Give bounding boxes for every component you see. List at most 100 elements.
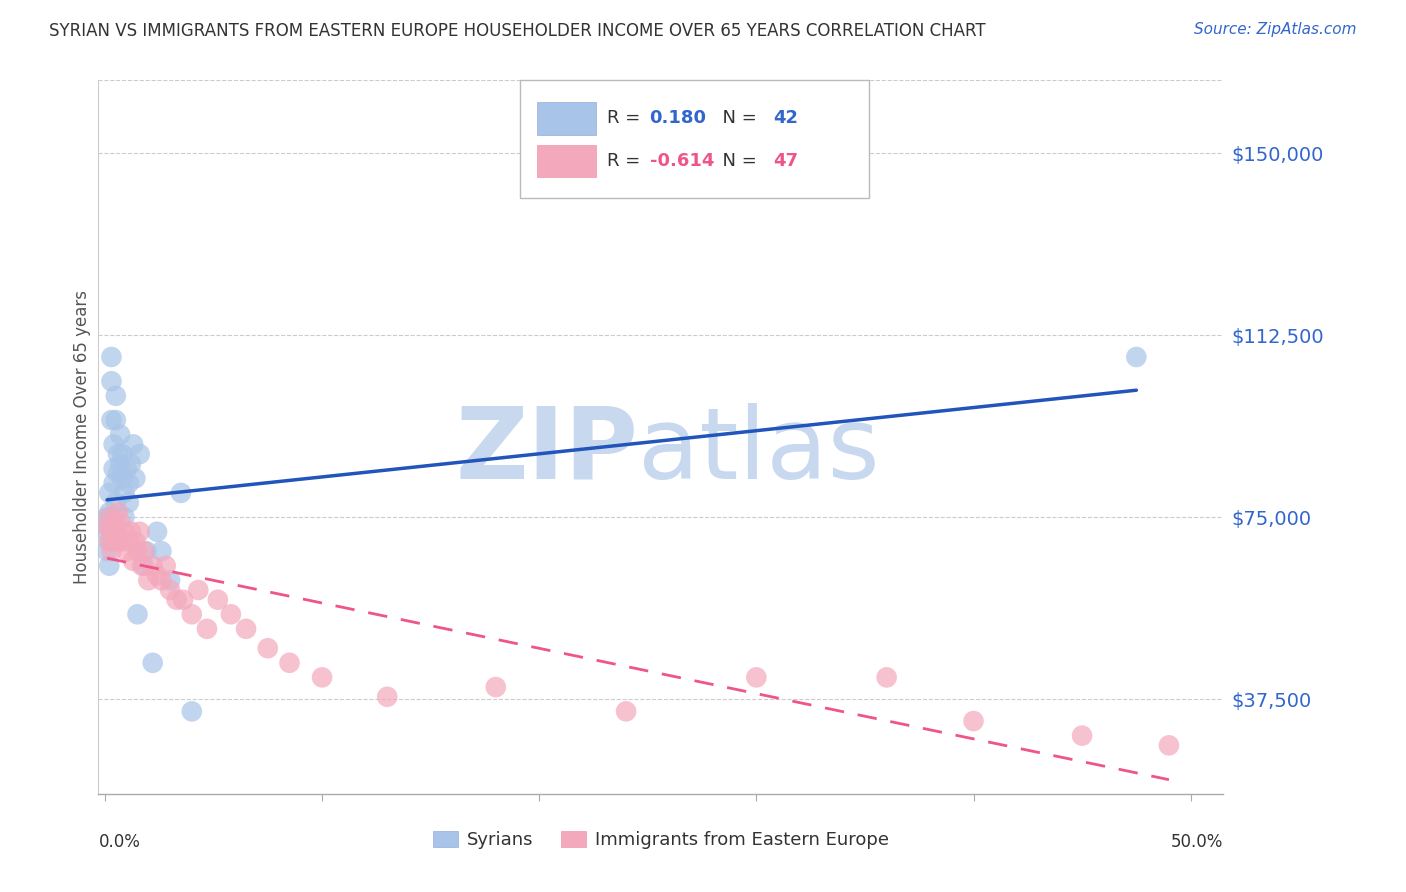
Point — [96, 510, 118, 524]
Point — [142, 656, 165, 670]
Point — [876, 670, 898, 684]
Point — [124, 534, 146, 549]
Point — [132, 558, 155, 573]
Point — [100, 413, 122, 427]
Point — [114, 486, 136, 500]
Text: SYRIAN VS IMMIGRANTS FROM EASTERN EUROPE HOUSEHOLDER INCOME OVER 65 YEARS CORREL: SYRIAN VS IMMIGRANTS FROM EASTERN EUROPE… — [49, 22, 986, 40]
Point — [108, 427, 131, 442]
Point — [103, 515, 125, 529]
Point — [1125, 350, 1147, 364]
Point — [111, 447, 134, 461]
Point — [96, 520, 118, 534]
Point — [108, 457, 131, 471]
Point — [120, 457, 142, 471]
Point — [104, 495, 127, 509]
Point — [98, 558, 121, 573]
Point — [135, 544, 157, 558]
Point — [150, 544, 173, 558]
Point — [128, 524, 150, 539]
FancyBboxPatch shape — [520, 80, 869, 198]
Point — [219, 607, 242, 622]
Point — [127, 607, 149, 622]
Point — [962, 714, 984, 728]
Legend: Syrians, Immigrants from Eastern Europe: Syrians, Immigrants from Eastern Europe — [426, 823, 896, 856]
Point — [207, 592, 229, 607]
Point — [375, 690, 398, 704]
Point — [745, 670, 768, 684]
Point — [115, 544, 138, 558]
Point — [235, 622, 257, 636]
Point — [107, 447, 129, 461]
Text: 0.180: 0.180 — [650, 109, 707, 127]
Point — [485, 680, 508, 694]
Point — [98, 486, 121, 500]
FancyBboxPatch shape — [537, 145, 596, 178]
Point — [614, 704, 637, 718]
Point — [150, 574, 173, 588]
Point — [100, 544, 122, 558]
Point — [155, 558, 177, 573]
Point — [104, 524, 127, 539]
Point — [132, 544, 155, 558]
Point — [172, 592, 194, 607]
Point — [100, 524, 122, 539]
Point — [108, 515, 131, 529]
Point — [146, 524, 169, 539]
Point — [159, 582, 181, 597]
Point — [124, 471, 146, 485]
Text: 42: 42 — [773, 109, 799, 127]
Point — [114, 510, 136, 524]
Text: 47: 47 — [773, 152, 799, 169]
Text: 0.0%: 0.0% — [98, 833, 141, 851]
Text: R =: R = — [607, 109, 645, 127]
Point — [170, 486, 193, 500]
Point — [104, 389, 127, 403]
Point — [100, 374, 122, 388]
Point — [103, 437, 125, 451]
Point — [103, 461, 125, 475]
Point — [98, 510, 121, 524]
Point — [98, 534, 121, 549]
Point — [120, 524, 142, 539]
Point — [256, 641, 278, 656]
Point — [118, 534, 141, 549]
Point — [131, 558, 153, 573]
Point — [98, 520, 121, 534]
Point — [104, 413, 127, 427]
Text: N =: N = — [711, 152, 763, 169]
Point — [107, 505, 129, 519]
Text: R =: R = — [607, 152, 645, 169]
Point — [187, 582, 209, 597]
Point — [278, 656, 301, 670]
Point — [146, 568, 169, 582]
Text: Source: ZipAtlas.com: Source: ZipAtlas.com — [1194, 22, 1357, 37]
Point — [122, 437, 145, 451]
Point — [195, 622, 218, 636]
Point — [142, 558, 165, 573]
Point — [100, 350, 122, 364]
FancyBboxPatch shape — [537, 102, 596, 135]
Point — [127, 544, 149, 558]
Text: 50.0%: 50.0% — [1171, 833, 1223, 851]
Point — [114, 524, 136, 539]
Point — [107, 467, 129, 481]
Point — [311, 670, 333, 684]
Point — [159, 574, 181, 588]
Point — [1157, 739, 1180, 753]
Point — [122, 554, 145, 568]
Point — [128, 447, 150, 461]
Point — [96, 524, 118, 539]
Y-axis label: Householder Income Over 65 years: Householder Income Over 65 years — [73, 290, 91, 584]
Text: atlas: atlas — [638, 403, 880, 500]
Text: N =: N = — [711, 109, 763, 127]
Point — [115, 461, 138, 475]
Point — [118, 476, 141, 491]
Point — [111, 534, 134, 549]
Point — [138, 574, 160, 588]
Point — [103, 530, 125, 544]
Point — [107, 534, 129, 549]
Point — [166, 592, 188, 607]
Point — [111, 471, 134, 485]
Point — [118, 495, 141, 509]
Point — [96, 544, 118, 558]
